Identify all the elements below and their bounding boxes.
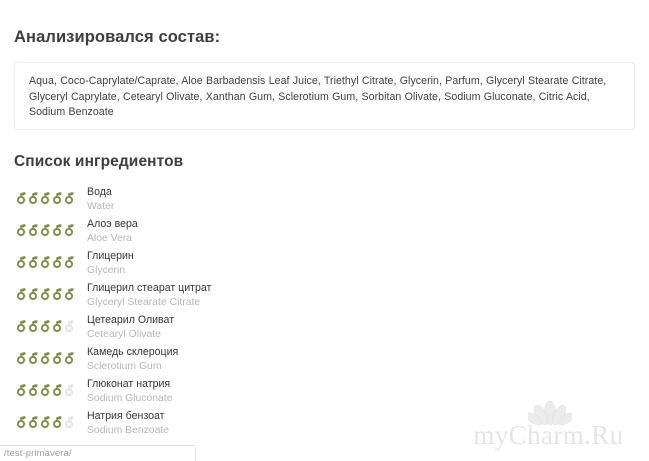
ingredient-row[interactable]: ТриэтилцитратTriethyl Citrate [326,218,649,250]
sprout-icon-filled [64,352,74,364]
sprout-icon-filled [52,320,62,332]
ingredient-names: Глицерин Glycerin [87,250,134,277]
sprout-icon-filled [40,416,50,428]
ingredient-row[interactable]: Камедь склероция Sclerotium Gum [0,346,326,378]
inci-composition-text: Aqua, Coco-Caprylate/Caprate, Aloe Barba… [29,75,607,118]
status-bar-url: /test-primavera/ [4,448,72,459]
sprout-icon-filled [28,320,38,332]
ingredient-name-en: Glyceryl Stearate Citrate [87,296,201,308]
sprout-icon-filled [28,192,38,204]
ingredient-name-en: Cetearyl Olivate [87,328,161,340]
sprout-icon-filled [52,352,62,364]
sprout-icon-filled [40,288,50,300]
sprout-icon-filled [28,384,38,396]
sprout-icon-filled [40,320,50,332]
ingredient-name-ru: Натрия бензоат [87,410,165,422]
sprout-icon-filled [28,352,38,364]
sprout-icon-filled [16,320,26,332]
ingredient-names: Глицерил стеарат цитрат Glyceryl Stearate… [87,282,211,309]
ingredients-grid: Вода Water Алоэ вера Aloe Vera Глицерин Glyce… [0,186,649,442]
sprout-icon-filled [52,192,62,204]
sprout-icon-filled [40,192,50,204]
ingredient-names: Вода Water [87,186,114,213]
ingredient-row[interactable]: Цетеарил Оливат Cetearyl Olivate [0,314,326,346]
sprout-icon-filled [28,416,38,428]
ingredient-name-en: Glycerin [87,264,126,276]
ingredient-rating [16,224,78,236]
ingredient-rating [16,416,78,428]
ingredient-name-ru: Камедь склероция [87,346,179,358]
ingredient-name-en: Sodium Benzoate [87,424,170,436]
sprout-icon-filled [16,288,26,300]
sprout-icon-empty [64,416,74,428]
ingredient-row[interactable]: Вода Water [0,186,326,218]
sprout-icon-filled [52,288,62,300]
ingredient-name-en: Water [87,200,115,212]
ingredient-name-ru: Глицерин [87,250,134,262]
ingredient-names: Цетеарил Оливат Cetearyl Olivate [87,314,174,341]
sprout-icon-filled [40,384,50,396]
ingredient-row[interactable]: Глицерин Glycerin [0,250,326,282]
sprout-icon-empty [64,320,74,332]
sprout-icon-filled [16,384,26,396]
ingredient-names: Глюконат натрия Sodium Gluconate [87,378,172,405]
ingredient-names: Алоэ вера Aloe Vera [87,218,138,245]
ingredient-name-ru: Цетеарил Оливат [87,314,175,326]
ingredient-row[interactable]: Глицерил каприлатGlyceryl Caprylate [326,282,649,314]
ingredient-rating [16,384,78,396]
ingredient-name-ru: Вода [87,186,112,198]
sprout-icon-filled [16,256,26,268]
sprout-icon-filled [52,416,62,428]
sprout-icon-filled [40,224,50,236]
sprout-icon-filled [16,416,26,428]
sprout-icon-filled [52,224,62,236]
ingredient-names: Натрия бензоат Sodium Benzoate [87,410,169,437]
ingredient-row[interactable]: Алоэ вера Aloe Vera [0,218,326,250]
ingredient-name-en: Aloe Vera [87,232,133,244]
sprout-icon-filled [16,352,26,364]
sprout-icon-filled [28,256,38,268]
ingredient-name-ru: Глицерил стеарат цитрат [87,282,212,294]
ingredient-rating [16,256,78,268]
sprout-icon-filled [52,384,62,396]
ingredient-rating [16,320,78,332]
sprout-icon-filled [28,288,38,300]
inci-composition-box: Aqua, Coco-Caprylate/Caprate, Aloe Barba… [14,62,635,130]
ingredient-row[interactable]: Натрия бензоат Sodium Benzoate [0,410,326,442]
ingredient-name-ru: Алоэ вера [87,218,138,230]
ingredient-name-en: Sodium Gluconate [87,392,173,404]
ingredient-row[interactable]: Глицерил стеарат цитрат Glyceryl Stearate… [0,282,326,314]
sprout-icon-filled [64,224,74,236]
ingredient-row[interactable]: Лимонная кислотаCitric Acid [326,378,649,410]
ingredient-rating [16,192,78,204]
sprout-icon-filled [16,224,26,236]
sprout-icon-filled [64,256,74,268]
sprout-icon-filled [52,256,62,268]
ingredient-row[interactable]: Коко-каприлат/КапратCoco-Caprylate/Capra… [326,186,649,218]
ingredients-list-title: Список ингредиентов [14,153,184,170]
sprout-icon-empty [64,384,74,396]
ingredient-names: Камедь склероция Sclerotium Gum [87,346,178,373]
ingredient-row[interactable]: Ксантановая камедьXanthan Gum [326,314,649,346]
sprout-icon-filled [64,192,74,204]
sprout-icon-filled [64,288,74,300]
analyzed-composition-title: Анализировался состав: [14,28,221,46]
ingredient-name-en: Sclerotium Gum [87,360,162,372]
ingredient-row[interactable]: Сорбитан оливатSorbitan Olivate [326,346,649,378]
sprout-icon-filled [28,224,38,236]
ingredient-rating [16,288,78,300]
browser-status-bar: /test-primavera/ [0,445,196,461]
ingredient-name-ru: Глюконат натрия [87,378,171,390]
sprout-icon-filled [40,256,50,268]
sprout-icon-filled [16,192,26,204]
ingredient-rating [16,352,78,364]
ingredient-row[interactable]: Глюконат натрия Sodium Gluconate [0,378,326,410]
sprout-icon-filled [40,352,50,364]
ingredient-row[interactable]: ПарфюмParfum [326,250,649,282]
